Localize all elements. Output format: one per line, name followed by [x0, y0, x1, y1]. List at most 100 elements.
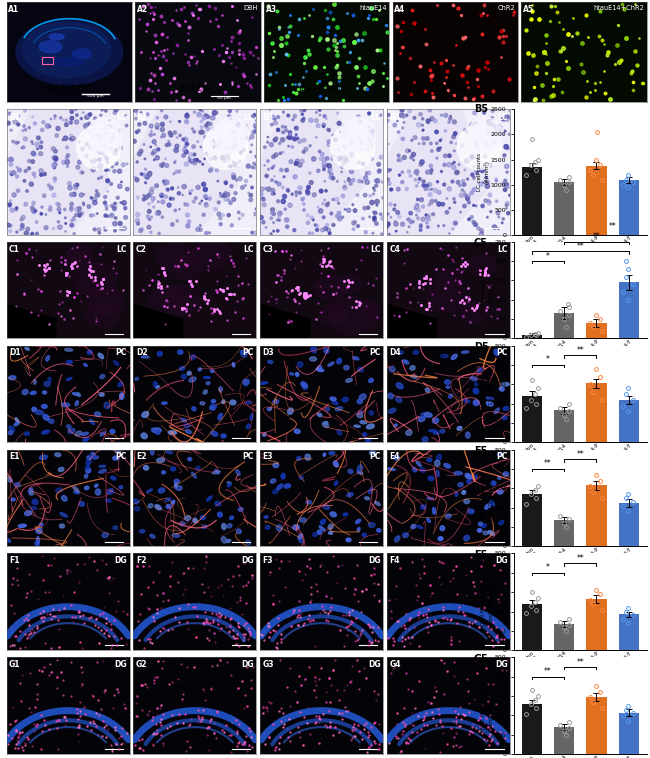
Circle shape — [83, 124, 88, 128]
Circle shape — [67, 165, 68, 167]
Text: PC: PC — [369, 349, 381, 358]
Circle shape — [489, 163, 492, 167]
Circle shape — [103, 128, 105, 130]
Circle shape — [430, 117, 434, 121]
Circle shape — [200, 108, 201, 111]
Ellipse shape — [410, 365, 415, 370]
Circle shape — [161, 122, 164, 127]
Circle shape — [78, 141, 80, 143]
Ellipse shape — [36, 537, 40, 543]
Circle shape — [324, 199, 326, 201]
Circle shape — [24, 170, 27, 173]
Circle shape — [140, 173, 142, 175]
Circle shape — [175, 170, 178, 174]
Circle shape — [493, 124, 496, 128]
Circle shape — [369, 138, 372, 140]
Circle shape — [226, 154, 229, 158]
Ellipse shape — [395, 536, 400, 542]
Circle shape — [374, 211, 377, 215]
Circle shape — [417, 199, 419, 201]
Circle shape — [161, 136, 162, 138]
Ellipse shape — [352, 357, 359, 360]
Circle shape — [88, 117, 122, 152]
Circle shape — [227, 214, 230, 217]
Circle shape — [432, 213, 435, 216]
Circle shape — [291, 146, 294, 149]
Ellipse shape — [218, 512, 222, 517]
Circle shape — [428, 108, 432, 112]
Circle shape — [146, 113, 149, 116]
Circle shape — [182, 154, 185, 157]
Bar — [554, 313, 574, 339]
Circle shape — [105, 157, 109, 160]
Circle shape — [136, 196, 139, 199]
Ellipse shape — [185, 515, 190, 521]
Ellipse shape — [265, 525, 270, 529]
Circle shape — [15, 208, 18, 211]
Ellipse shape — [35, 410, 44, 415]
Circle shape — [296, 159, 299, 163]
Circle shape — [239, 137, 242, 139]
Circle shape — [448, 121, 450, 124]
Circle shape — [209, 232, 211, 233]
Text: G2: G2 — [136, 660, 148, 669]
Ellipse shape — [39, 41, 62, 53]
Circle shape — [186, 213, 190, 217]
Circle shape — [473, 111, 476, 114]
Circle shape — [253, 162, 255, 165]
Circle shape — [325, 190, 327, 192]
Ellipse shape — [48, 377, 51, 383]
Circle shape — [241, 149, 244, 152]
Circle shape — [85, 155, 88, 158]
Circle shape — [223, 193, 227, 197]
Ellipse shape — [485, 503, 491, 509]
Circle shape — [218, 216, 222, 220]
Circle shape — [361, 149, 363, 151]
Circle shape — [162, 162, 165, 165]
Circle shape — [285, 129, 287, 132]
Circle shape — [137, 152, 141, 156]
Circle shape — [81, 212, 83, 215]
Ellipse shape — [8, 431, 13, 434]
Circle shape — [177, 192, 181, 195]
Circle shape — [209, 168, 213, 171]
Circle shape — [148, 209, 151, 213]
Circle shape — [92, 124, 94, 127]
Circle shape — [107, 191, 109, 193]
Circle shape — [205, 114, 207, 116]
Ellipse shape — [387, 393, 393, 399]
Circle shape — [143, 144, 145, 146]
Circle shape — [155, 213, 157, 215]
Circle shape — [326, 202, 329, 205]
Circle shape — [92, 214, 95, 216]
Circle shape — [352, 221, 356, 225]
Ellipse shape — [181, 374, 187, 379]
Text: B3: B3 — [263, 113, 274, 122]
Ellipse shape — [346, 538, 351, 542]
Circle shape — [201, 200, 202, 202]
Ellipse shape — [273, 489, 278, 493]
Circle shape — [105, 168, 108, 171]
Circle shape — [393, 208, 396, 211]
Circle shape — [101, 109, 103, 111]
Circle shape — [430, 149, 433, 152]
Circle shape — [312, 219, 314, 221]
Ellipse shape — [337, 430, 342, 435]
Circle shape — [445, 211, 448, 214]
Ellipse shape — [369, 487, 372, 493]
Ellipse shape — [111, 476, 116, 480]
Y-axis label: Active caspase 3
(#/mm²): Active caspase 3 (#/mm²) — [481, 267, 493, 313]
Ellipse shape — [157, 458, 165, 462]
Text: F4: F4 — [389, 556, 400, 565]
Ellipse shape — [142, 412, 149, 418]
Circle shape — [376, 179, 380, 183]
Circle shape — [454, 132, 457, 135]
Circle shape — [138, 229, 142, 233]
Circle shape — [426, 215, 430, 218]
Ellipse shape — [296, 372, 299, 377]
Text: 500 μm: 500 μm — [87, 94, 104, 99]
Ellipse shape — [140, 530, 145, 533]
Circle shape — [149, 190, 153, 195]
Ellipse shape — [66, 424, 71, 428]
Bar — [521, 494, 541, 547]
